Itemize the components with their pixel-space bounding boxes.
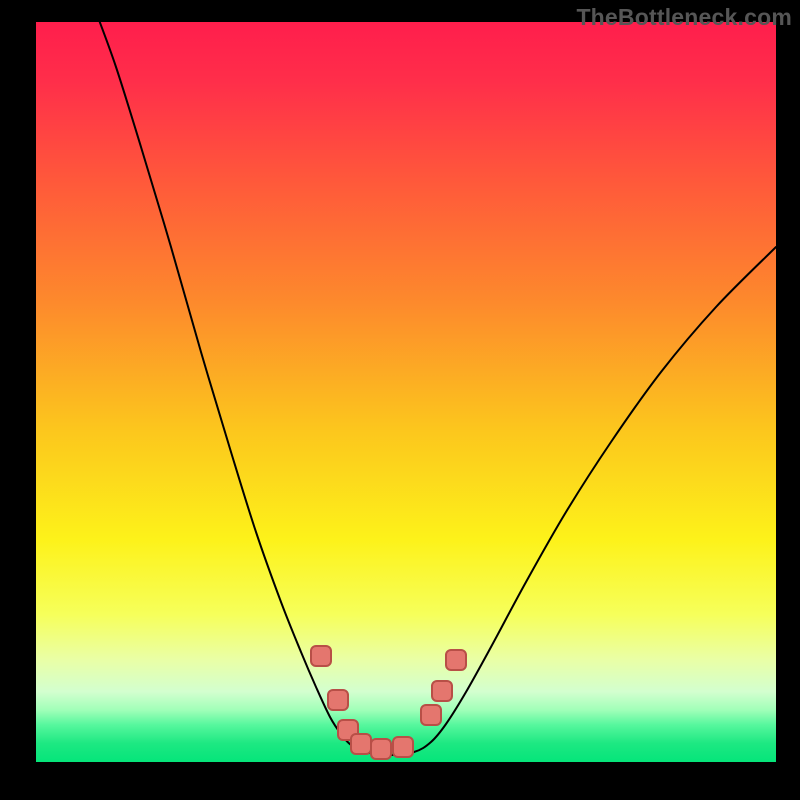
- data-marker: [351, 734, 371, 754]
- data-marker: [421, 705, 441, 725]
- gradient-background: [36, 22, 776, 762]
- watermark-text: TheBottleneck.com: [576, 4, 792, 31]
- data-marker: [393, 737, 413, 757]
- plot-area: [36, 22, 776, 762]
- data-marker: [311, 646, 331, 666]
- data-marker: [371, 739, 391, 759]
- plot-svg: [36, 22, 776, 762]
- data-marker: [432, 681, 452, 701]
- chart-frame: TheBottleneck.com: [0, 0, 800, 800]
- data-marker: [328, 690, 348, 710]
- data-marker: [446, 650, 466, 670]
